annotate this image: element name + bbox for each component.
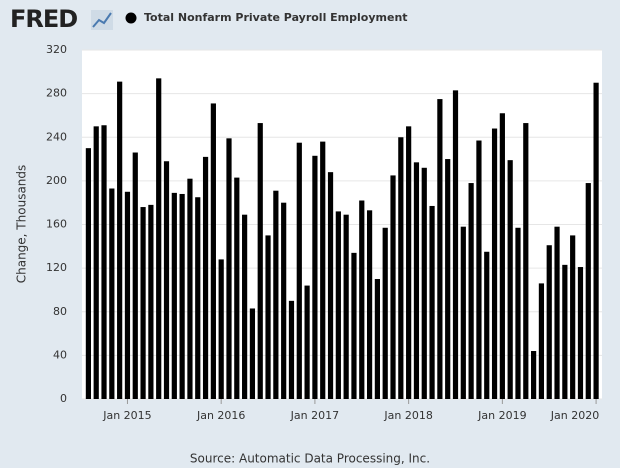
bar	[242, 214, 248, 399]
bar	[273, 190, 279, 399]
source: Source: Automatic Data Processing, Inc.	[190, 452, 430, 466]
bar	[148, 204, 154, 399]
bar	[187, 178, 193, 399]
bar	[156, 78, 162, 399]
bar	[101, 125, 107, 400]
legend-marker	[125, 12, 137, 24]
logo: FRED	[10, 5, 77, 33]
bar	[499, 113, 505, 399]
bar	[413, 162, 420, 399]
bar	[312, 155, 318, 399]
bar	[366, 210, 373, 399]
bar	[132, 152, 138, 399]
bar	[546, 245, 552, 399]
bar	[171, 192, 177, 399]
legend-label: Total Nonfarm Private Payroll Employment	[144, 11, 408, 24]
bar	[359, 200, 365, 399]
bar	[593, 82, 599, 399]
bar	[202, 156, 209, 399]
bar	[304, 285, 310, 399]
bar	[538, 283, 545, 399]
bar	[452, 90, 459, 400]
bar	[163, 161, 170, 399]
bar	[195, 197, 201, 399]
bar	[117, 81, 123, 400]
bar	[179, 193, 185, 399]
y-tick-label: 280	[46, 87, 67, 100]
bar	[374, 279, 380, 399]
bar	[257, 123, 263, 400]
bar	[562, 264, 568, 399]
bar	[124, 191, 131, 399]
bar	[390, 175, 396, 399]
bar	[429, 205, 435, 399]
bar	[476, 140, 482, 399]
y-tick-label: 200	[46, 174, 67, 187]
bar	[288, 300, 295, 399]
x-tick-label: Jan 2019	[477, 409, 526, 422]
y-tick-label: 320	[46, 43, 67, 56]
bar	[335, 211, 341, 399]
bar	[460, 226, 466, 399]
bar	[445, 159, 451, 399]
bar	[421, 167, 427, 399]
bar	[382, 227, 388, 399]
bar	[468, 183, 474, 399]
bar	[218, 259, 224, 399]
y-tick-label: 240	[46, 130, 67, 143]
x-tick-label: Jan 2016	[196, 409, 245, 422]
bar	[507, 160, 513, 399]
bar	[296, 142, 302, 399]
bar	[570, 235, 576, 399]
bar	[249, 308, 256, 399]
bar	[327, 172, 334, 399]
bar	[109, 188, 115, 399]
x-tick-label: Jan 2020	[550, 409, 599, 422]
bar	[406, 126, 412, 399]
bar	[320, 141, 326, 400]
bar	[523, 123, 529, 400]
bar	[531, 351, 537, 399]
logo-icon	[91, 10, 113, 30]
y-tick-label: 120	[46, 261, 67, 274]
x-tick-label: Jan 2018	[383, 409, 432, 422]
bar	[93, 126, 99, 399]
bar	[554, 226, 560, 399]
x-tick-label: Jan 2017	[290, 409, 339, 422]
bar	[437, 99, 443, 399]
y-axis-label: Change, Thousands	[15, 165, 29, 284]
x-tick-label: Jan 2015	[102, 409, 151, 422]
bar	[484, 251, 490, 399]
bar	[577, 267, 584, 399]
bar	[351, 252, 357, 399]
bar	[343, 214, 349, 399]
y-tick-label: 160	[46, 218, 67, 231]
bar	[210, 103, 216, 400]
bar	[234, 177, 240, 399]
bar	[281, 202, 287, 399]
bar	[398, 137, 404, 399]
bar	[226, 138, 232, 399]
bar	[85, 148, 92, 399]
y-tick-label: 0	[60, 392, 67, 405]
y-tick-label: 80	[53, 305, 67, 318]
bar	[585, 183, 591, 399]
bar	[515, 227, 521, 399]
bar	[491, 128, 498, 399]
y-tick-label: 40	[53, 348, 67, 361]
bar	[140, 207, 146, 399]
bar	[265, 235, 271, 399]
